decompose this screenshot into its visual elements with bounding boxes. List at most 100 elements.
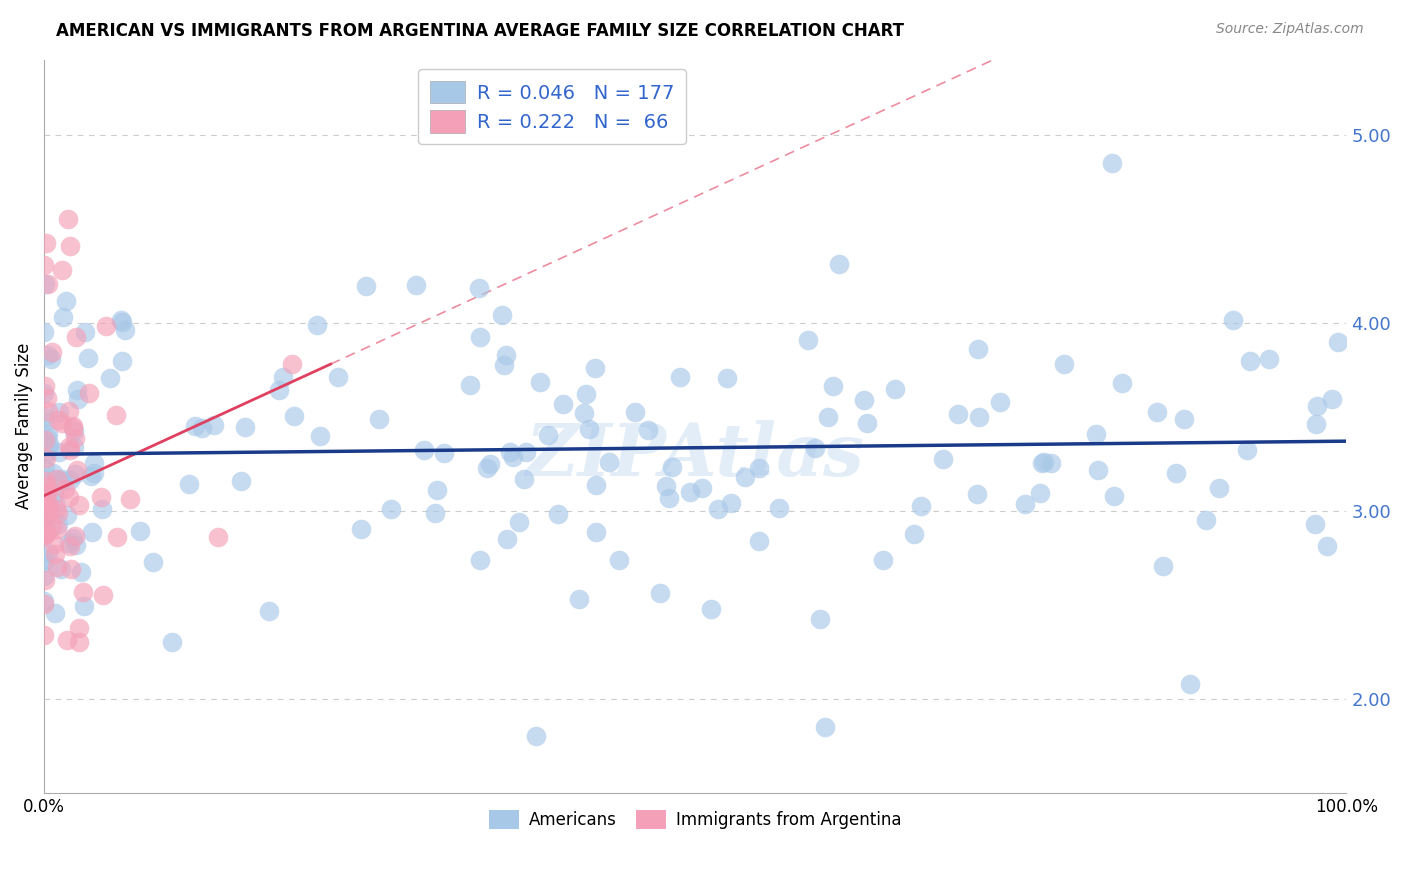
Point (38, 471, 60, 485)
Point (354, 279, 377, 293)
Point (259, 603, 281, 617)
Point (35, 503, 58, 517)
Point (524, 729, 547, 743)
Point (32, 555, 55, 569)
Point (655, 479, 678, 493)
Point (966, 487, 988, 501)
Point (679, 484, 702, 499)
Point (59, 239, 82, 253)
Point (1152, 558, 1174, 573)
Point (1164, 467, 1187, 481)
Point (1085, 427, 1108, 442)
Point (79, 386, 101, 401)
Point (46, 506, 69, 520)
Point (748, 461, 770, 475)
Point (35, 490, 58, 504)
Point (1173, 412, 1195, 426)
Point (468, 553, 491, 567)
Point (38, 498, 60, 512)
Point (90, 490, 112, 504)
Point (72, 585, 94, 599)
Point (460, 378, 482, 392)
Point (46, 472, 69, 486)
Point (1111, 376, 1133, 391)
Point (56, 508, 79, 522)
Point (51, 263, 73, 277)
Point (58, 404, 80, 418)
Point (700, 602, 723, 616)
Point (1239, 354, 1261, 368)
Point (716, 371, 738, 385)
Point (66, 463, 89, 477)
Point (946, 407, 969, 421)
Point (32, 597, 55, 611)
Point (111, 315, 134, 329)
Point (51, 416, 73, 430)
Point (967, 342, 990, 356)
Point (328, 370, 350, 384)
Point (35, 479, 58, 493)
Point (817, 409, 839, 424)
Point (37, 404, 59, 418)
Point (67, 498, 90, 512)
Point (63, 441, 86, 455)
Point (37, 426, 59, 441)
Point (637, 423, 659, 437)
Point (62, 420, 84, 434)
Point (34, 573, 56, 587)
Point (508, 515, 530, 529)
Point (598, 455, 620, 469)
Point (578, 422, 600, 436)
Point (37, 430, 59, 444)
Point (202, 418, 225, 433)
Text: ZIPAtlas: ZIPAtlas (526, 420, 865, 491)
Point (37, 277, 59, 291)
Point (52, 310, 75, 324)
Point (48, 444, 70, 458)
Point (142, 555, 165, 569)
Y-axis label: Average Family Size: Average Family Size (15, 343, 32, 509)
Point (808, 612, 831, 626)
Point (1306, 399, 1329, 413)
Point (852, 392, 875, 407)
Point (32, 258, 55, 272)
Point (190, 421, 212, 435)
Point (91, 588, 114, 602)
Point (470, 330, 492, 344)
Point (45, 501, 67, 516)
Point (41, 520, 63, 534)
Point (433, 446, 456, 460)
Point (35, 524, 58, 538)
Point (1303, 516, 1326, 531)
Point (492, 358, 515, 372)
Point (177, 476, 200, 491)
Point (35, 525, 58, 540)
Point (75, 325, 97, 339)
Point (496, 532, 519, 546)
Point (83, 457, 105, 471)
Point (37, 508, 59, 522)
Point (35, 447, 58, 461)
Point (59, 442, 82, 457)
Point (309, 428, 332, 442)
Point (46, 413, 69, 427)
Point (98, 371, 121, 385)
Point (650, 585, 672, 599)
Point (903, 527, 925, 541)
Point (529, 375, 551, 389)
Point (46, 560, 69, 574)
Point (553, 397, 575, 411)
Point (66, 392, 89, 406)
Point (51, 474, 73, 488)
Point (1195, 513, 1218, 527)
Point (32, 569, 55, 583)
Point (513, 472, 536, 486)
Point (568, 592, 591, 607)
Point (690, 481, 713, 495)
Point (1208, 482, 1230, 496)
Point (34, 461, 56, 475)
Point (73, 599, 96, 614)
Point (585, 478, 607, 492)
Point (350, 523, 373, 537)
Point (748, 533, 770, 548)
